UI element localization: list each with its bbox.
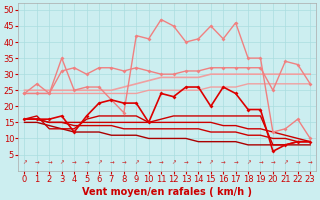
Text: $\rightarrow$: $\rightarrow$ bbox=[307, 159, 314, 166]
Text: $\rightarrow$: $\rightarrow$ bbox=[232, 159, 239, 166]
Text: $\nearrow$: $\nearrow$ bbox=[282, 159, 289, 166]
Text: $\rightarrow$: $\rightarrow$ bbox=[294, 159, 301, 166]
Text: $\rightarrow$: $\rightarrow$ bbox=[220, 159, 227, 166]
Text: $\rightarrow$: $\rightarrow$ bbox=[120, 159, 128, 166]
Text: $\nearrow$: $\nearrow$ bbox=[58, 159, 65, 166]
Text: $\rightarrow$: $\rightarrow$ bbox=[45, 159, 53, 166]
Text: $\rightarrow$: $\rightarrow$ bbox=[195, 159, 202, 166]
Text: $\rightarrow$: $\rightarrow$ bbox=[157, 159, 165, 166]
Text: $\nearrow$: $\nearrow$ bbox=[21, 159, 28, 166]
Text: $\rightarrow$: $\rightarrow$ bbox=[83, 159, 90, 166]
Text: $\rightarrow$: $\rightarrow$ bbox=[70, 159, 78, 166]
Text: $\rightarrow$: $\rightarrow$ bbox=[257, 159, 264, 166]
X-axis label: Vent moyen/en rafales ( km/h ): Vent moyen/en rafales ( km/h ) bbox=[82, 187, 252, 197]
Text: $\rightarrow$: $\rightarrow$ bbox=[269, 159, 276, 166]
Text: $\rightarrow$: $\rightarrow$ bbox=[145, 159, 152, 166]
Text: $\nearrow$: $\nearrow$ bbox=[170, 159, 177, 166]
Text: $\nearrow$: $\nearrow$ bbox=[244, 159, 252, 166]
Text: $\nearrow$: $\nearrow$ bbox=[133, 159, 140, 166]
Text: $\nearrow$: $\nearrow$ bbox=[207, 159, 214, 166]
Text: $\nearrow$: $\nearrow$ bbox=[96, 159, 102, 166]
Text: $\rightarrow$: $\rightarrow$ bbox=[33, 159, 41, 166]
Text: $\rightarrow$: $\rightarrow$ bbox=[182, 159, 190, 166]
Text: $\rightarrow$: $\rightarrow$ bbox=[108, 159, 115, 166]
